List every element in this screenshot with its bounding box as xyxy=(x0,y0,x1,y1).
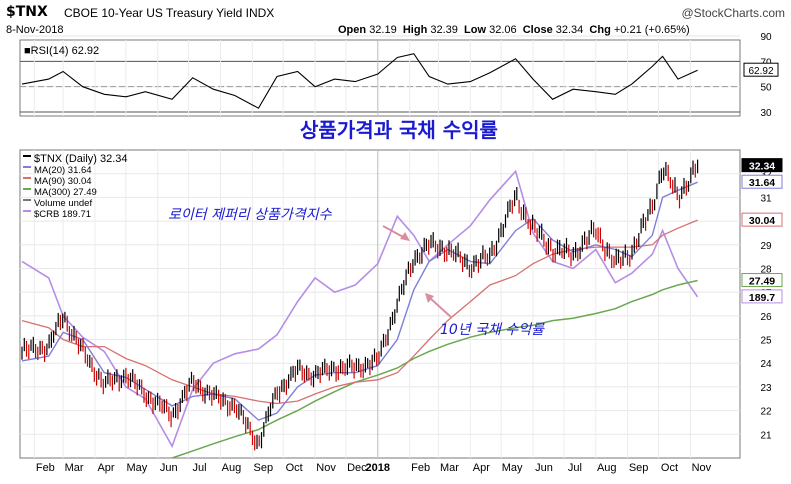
price-tag-text: 30.04 xyxy=(749,215,775,227)
price-tag xyxy=(741,158,783,173)
rsi-tick-label: 90 xyxy=(760,32,772,43)
x-tick-label: Jul xyxy=(193,462,207,474)
legend-swatch xyxy=(23,199,31,201)
x-tick-label: Feb xyxy=(36,462,55,474)
price-tag-text: 31.64 xyxy=(749,177,775,189)
x-tick-label: Oct xyxy=(661,462,678,474)
x-tick-label: Nov xyxy=(316,462,336,474)
x-tick-label: Sep xyxy=(629,462,649,474)
legend-entry: MA(300) 27.49 xyxy=(34,187,97,198)
x-tick-label: Mar xyxy=(65,462,84,474)
x-tick-label: Nov xyxy=(692,462,712,474)
x-tick-label: Oct xyxy=(286,462,303,474)
low-value: 32.06 xyxy=(489,24,517,36)
legend-entry: MA(90) 30.04 xyxy=(34,176,92,187)
x-tick-label: Sep xyxy=(254,462,274,474)
price-tick-label: 22 xyxy=(760,407,772,418)
legend-swatch xyxy=(23,210,31,212)
price-tick-label: 28 xyxy=(760,264,772,275)
x-tick-label: Mar xyxy=(440,462,459,474)
rsi-line xyxy=(21,53,698,109)
series-line-crb xyxy=(21,169,699,449)
price-tick-label: 24 xyxy=(760,359,772,370)
price-tick-label: 21 xyxy=(760,430,772,441)
price-tag xyxy=(741,212,783,227)
legend-swatch xyxy=(23,155,31,157)
x-tick-label: May xyxy=(502,462,523,474)
annotation-crb: 로이터 제퍼리 상품가격지수 xyxy=(168,207,333,223)
rsi-panel-frame xyxy=(19,39,741,117)
x-tick-label: Feb xyxy=(411,462,430,474)
x-tick-label: May xyxy=(126,462,147,474)
annotation-tnx: 10년 국채 수익률 xyxy=(440,322,545,338)
x-tick-label: Aug xyxy=(597,462,617,474)
x-tick-label: Jun xyxy=(160,462,178,474)
chart-title: 상품가격과 국채 수익률 xyxy=(300,118,498,142)
x-tick-label: Jun xyxy=(535,462,553,474)
x-tick-label: Jul xyxy=(568,462,582,474)
series-line-ma300 xyxy=(171,279,698,459)
price-tag-text: 32.34 xyxy=(749,161,775,173)
low-label: Low xyxy=(464,24,487,36)
legend-entry: MA(20) 31.64 xyxy=(34,165,92,176)
price-tick-label: 23 xyxy=(760,383,772,394)
price-tick-label: 26 xyxy=(760,312,772,323)
annotation-crb-arrow xyxy=(382,225,406,239)
price-tick-label: 31 xyxy=(760,193,772,204)
price-tag xyxy=(741,273,783,288)
close-value: 32.34 xyxy=(555,24,584,36)
rsi-tick-label: 30 xyxy=(760,108,772,119)
x-tick-label: 2018 xyxy=(366,462,390,474)
open-label: Open xyxy=(338,24,367,36)
legend-entry: $CRB 189.71 xyxy=(34,209,91,220)
price-tick-label: 25 xyxy=(760,336,772,347)
rsi-value-tag xyxy=(743,62,779,77)
annotation-tnx-arrowhead xyxy=(425,293,434,303)
annotation-crb-arrowhead xyxy=(400,232,410,241)
price-tag-text: 27.49 xyxy=(749,276,775,288)
rsi-legend: ■RSI(14) 62.92 xyxy=(24,45,99,57)
x-tick-label: Apr xyxy=(97,462,114,474)
chg-label: Chg xyxy=(589,24,611,36)
price-panel-frame xyxy=(19,149,741,459)
legend-swatch xyxy=(23,166,31,168)
high-label: High xyxy=(402,24,428,36)
symbol-label: $TNX xyxy=(6,4,48,20)
high-value: 32.39 xyxy=(430,24,458,36)
close-label: Close xyxy=(522,24,553,36)
x-tick-label: Dec xyxy=(347,462,367,474)
price-tick-label: 29 xyxy=(760,241,772,252)
date-label: 8-Nov-2018 xyxy=(6,24,64,36)
price-tag xyxy=(741,289,783,304)
price-tag xyxy=(741,174,783,189)
ohlc-summary: Open 32.19 High 32.39 Low 32.06 Close 32… xyxy=(338,24,690,36)
x-tick-label: Aug xyxy=(222,462,242,474)
rsi-tick-label: 50 xyxy=(760,83,772,94)
chg-value: +0.21 (+0.65%) xyxy=(613,24,690,36)
legend-entry: $TNX (Daily) 32.34 xyxy=(34,153,128,165)
open-value: 32.19 xyxy=(369,24,397,36)
legend-swatch xyxy=(23,177,31,179)
source-label[interactable]: @StockCharts.com xyxy=(681,6,785,20)
rsi-value-tag-text: 62.92 xyxy=(748,66,773,77)
annotation-tnx-arrow xyxy=(429,297,453,319)
legend-entry: Volume undef xyxy=(34,198,92,209)
price-tag-text: 189.7 xyxy=(749,292,775,304)
x-tick-label: Apr xyxy=(473,462,490,474)
instrument-name: CBOE 10-Year US Treasury Yield INDX xyxy=(64,6,275,20)
legend-swatch xyxy=(23,188,31,190)
